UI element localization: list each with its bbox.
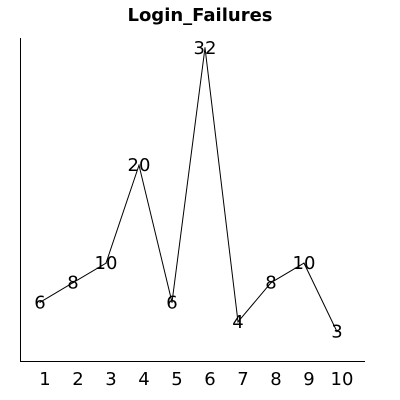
chart-title: Login_Failures xyxy=(127,5,272,26)
data-point-5 xyxy=(171,301,173,303)
x-tick-label-7: 7 xyxy=(237,369,248,390)
data-labels-layer: 6 8 10 20 6 32 4 8 10 3 xyxy=(34,38,342,343)
x-tick-label-10: 10 xyxy=(331,369,354,390)
data-label-1: 6 xyxy=(34,292,45,313)
x-tick-label-9: 9 xyxy=(303,369,314,390)
data-point-9 xyxy=(303,262,305,264)
data-point-10 xyxy=(336,331,338,333)
data-point-3 xyxy=(105,262,107,264)
data-point-7 xyxy=(237,321,239,323)
data-point-8 xyxy=(270,282,272,284)
x-tick-label-6: 6 xyxy=(204,369,215,390)
data-label-2: 8 xyxy=(67,273,78,294)
data-label-7: 4 xyxy=(232,312,243,333)
data-label-5: 6 xyxy=(166,292,177,313)
data-label-3: 10 xyxy=(95,253,118,274)
data-point-4 xyxy=(138,164,140,166)
data-point-1 xyxy=(39,301,41,303)
x-tick-label-3: 3 xyxy=(105,369,116,390)
data-point-2 xyxy=(72,282,74,284)
series-line xyxy=(39,47,338,332)
data-label-6: 32 xyxy=(194,38,217,59)
series-layer xyxy=(39,47,338,333)
x-tick-label-2: 2 xyxy=(72,369,83,390)
data-label-4: 20 xyxy=(128,155,151,176)
data-label-10: 3 xyxy=(331,322,342,343)
x-tick-labels: 1 2 3 4 5 6 7 8 9 10 xyxy=(39,369,353,390)
x-tick-label-8: 8 xyxy=(270,369,281,390)
x-tick-label-5: 5 xyxy=(171,369,182,390)
x-tick-label-4: 4 xyxy=(138,369,149,390)
data-label-9: 10 xyxy=(293,253,316,274)
x-tick-label-1: 1 xyxy=(39,369,50,390)
data-label-8: 8 xyxy=(265,273,276,294)
data-point-6 xyxy=(204,47,206,49)
